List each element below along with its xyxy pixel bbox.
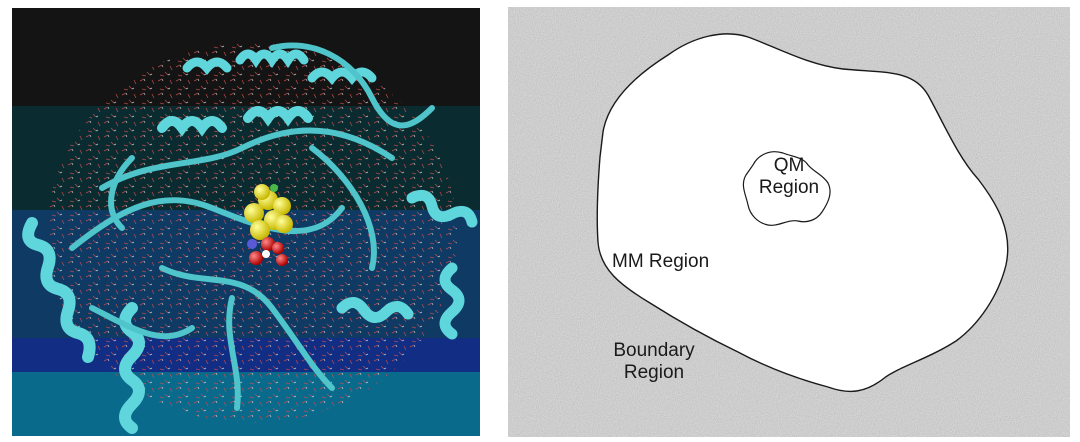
boundary-region-label-line2: Region <box>623 362 685 383</box>
qmmm-region-graphic <box>508 7 1070 437</box>
qm-region-label-line2: Region <box>758 177 820 198</box>
protein-ribbon-graphic <box>22 42 478 434</box>
active-site-ligand <box>244 184 293 266</box>
qm-region-label: QM Region <box>748 155 830 199</box>
boundary-region-label: Boundary Region <box>602 340 706 384</box>
protein-structure-image <box>12 8 480 436</box>
qmmm-schematic: QM Region MM Region Boundary Region <box>508 7 1070 437</box>
qm-region-outline <box>742 151 831 226</box>
boundary-region-label-line1: Boundary <box>613 340 695 361</box>
mm-region-label-text: MM Region <box>612 251 710 272</box>
qm-region-label-line1: QM <box>773 155 805 176</box>
mm-region-label: MM Region <box>612 251 709 273</box>
protein-ribbons <box>22 42 478 434</box>
